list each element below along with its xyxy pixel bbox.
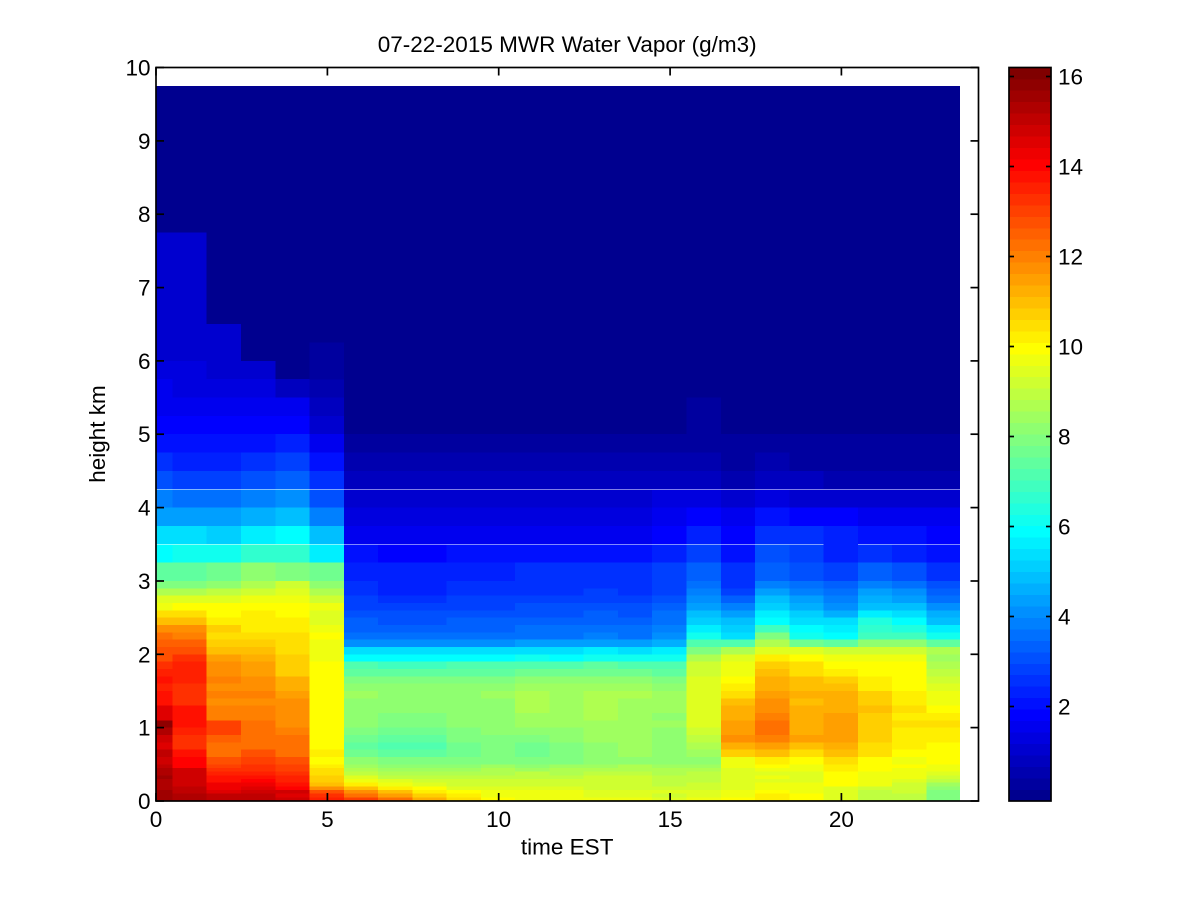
svg-text:2: 2 [1058,695,1071,720]
svg-text:9: 9 [138,129,151,154]
svg-text:5: 5 [321,807,334,832]
svg-text:10: 10 [125,56,150,81]
svg-text:6: 6 [138,349,151,374]
svg-text:07-22-2015 MWR Water Vapor (g/: 07-22-2015 MWR Water Vapor (g/m3) [378,32,757,57]
svg-text:2: 2 [138,642,151,667]
svg-text:1: 1 [138,716,151,741]
svg-text:7: 7 [138,276,151,301]
svg-text:15: 15 [658,807,683,832]
svg-text:10: 10 [486,807,511,832]
svg-text:8: 8 [138,202,151,227]
svg-text:height km: height km [85,385,110,483]
svg-text:6: 6 [1058,515,1071,540]
svg-text:4: 4 [1058,605,1071,630]
svg-text:3: 3 [138,569,151,594]
svg-text:0: 0 [138,789,151,814]
svg-text:0: 0 [150,807,163,832]
svg-text:14: 14 [1058,155,1083,180]
svg-text:8: 8 [1058,425,1071,450]
svg-text:4: 4 [138,496,151,521]
svg-text:20: 20 [829,807,854,832]
svg-text:16: 16 [1058,65,1083,90]
svg-text:10: 10 [1058,335,1083,360]
svg-text:time EST: time EST [521,835,614,860]
svg-text:12: 12 [1058,245,1083,270]
svg-text:5: 5 [138,422,151,447]
